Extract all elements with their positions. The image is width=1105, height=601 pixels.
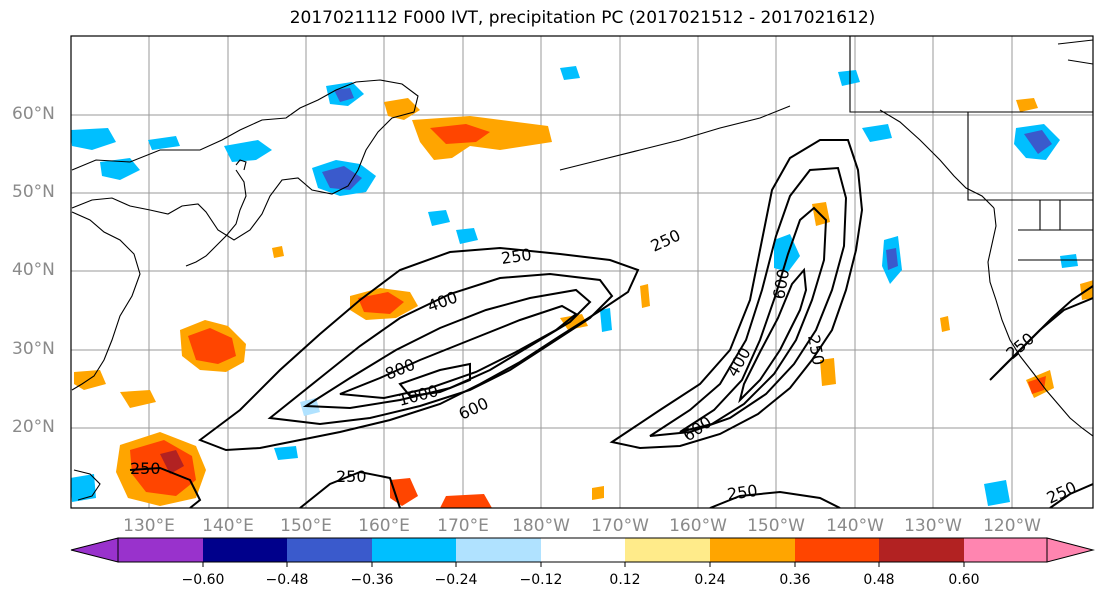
colorbar-tick-9: 0.48 bbox=[863, 572, 895, 588]
lon-label-180w: 180°W bbox=[512, 516, 570, 536]
lon-label-150w: 150°W bbox=[747, 516, 805, 536]
map-frame bbox=[70, 35, 1094, 509]
lat-label-30n: 30°N bbox=[12, 339, 55, 359]
contour-label-12: 250 bbox=[726, 481, 759, 504]
lon-label-150e: 150°E bbox=[280, 516, 332, 536]
colorbar-tick-7: 0.24 bbox=[694, 572, 726, 588]
contour-label-10: 250 bbox=[804, 333, 828, 366]
colorbar-tick-1: −0.60 bbox=[181, 572, 225, 588]
colorbar-seg-6 bbox=[625, 538, 710, 562]
colorbar-seg-3 bbox=[372, 538, 457, 562]
colorbar-seg-8 bbox=[795, 538, 880, 562]
colorbar-extend-high bbox=[1046, 537, 1095, 563]
lon-label-140w: 140°W bbox=[826, 516, 884, 536]
contour-label-13: 250 bbox=[1044, 477, 1080, 507]
gridlines bbox=[71, 36, 1093, 508]
colorbar-tick-3: −0.36 bbox=[350, 572, 394, 588]
lon-label-130w: 130°W bbox=[904, 516, 962, 536]
ivt-contours bbox=[129, 139, 1093, 508]
ivt-contour-labels: 250 400 800 1000 600 250 600 400 600 250… bbox=[130, 225, 1079, 507]
colorbar-extend-low bbox=[70, 537, 119, 563]
lon-label-130e: 130°E bbox=[123, 516, 175, 536]
colorbar-tick-8: 0.36 bbox=[779, 572, 811, 588]
colorbar-seg-9 bbox=[879, 538, 964, 562]
colorbar-tick-6: 0.12 bbox=[609, 572, 641, 588]
lon-label-160w: 160°W bbox=[669, 516, 727, 536]
colorbar-seg-5 bbox=[541, 538, 626, 562]
contour-label-14: 250 bbox=[130, 459, 161, 478]
lat-label-20n: 20°N bbox=[12, 417, 55, 437]
colorbar-seg-10 bbox=[964, 538, 1047, 562]
colorbar bbox=[70, 537, 1095, 567]
lon-label-160e: 160°E bbox=[358, 516, 410, 536]
lon-label-170w: 170°W bbox=[591, 516, 649, 536]
lon-label-140e: 140°E bbox=[202, 516, 254, 536]
contour-label-5: 600 bbox=[456, 393, 492, 423]
lon-label-120w: 120°W bbox=[983, 516, 1041, 536]
lat-label-50n: 50°N bbox=[12, 182, 55, 202]
lat-label-60n: 60°N bbox=[12, 104, 55, 124]
precip-patches-positive bbox=[74, 98, 1093, 508]
contour-label-6: 250 bbox=[648, 225, 684, 255]
colorbar-seg-7 bbox=[710, 538, 795, 562]
colorbar-seg-1 bbox=[203, 538, 288, 562]
colorbar-tick-5: −0.12 bbox=[519, 572, 563, 588]
colorbar-seg-4 bbox=[456, 538, 541, 562]
contour-label-9: 600 bbox=[679, 412, 715, 445]
colorbar-tick-4: −0.24 bbox=[434, 572, 478, 588]
coastlines bbox=[71, 36, 1093, 501]
contour-label-7: 600 bbox=[769, 267, 793, 300]
contour-label-15: 250 bbox=[336, 467, 367, 486]
colorbar-tick-2: −0.48 bbox=[265, 572, 309, 588]
contour-label-2: 400 bbox=[425, 287, 460, 315]
lat-label-40n: 40°N bbox=[12, 260, 55, 280]
colorbar-seg-2 bbox=[287, 538, 372, 562]
contour-label-1: 250 bbox=[500, 245, 533, 268]
colorbar-tick-10: 0.60 bbox=[948, 572, 980, 588]
precip-patches-negative bbox=[71, 66, 1078, 506]
map-title: 2017021112 F000 IVT, precipitation PC (2… bbox=[289, 8, 876, 28]
colorbar-frame bbox=[117, 537, 1048, 563]
colorbar-seg-0 bbox=[118, 538, 203, 562]
lon-label-170e: 170°E bbox=[437, 516, 489, 536]
